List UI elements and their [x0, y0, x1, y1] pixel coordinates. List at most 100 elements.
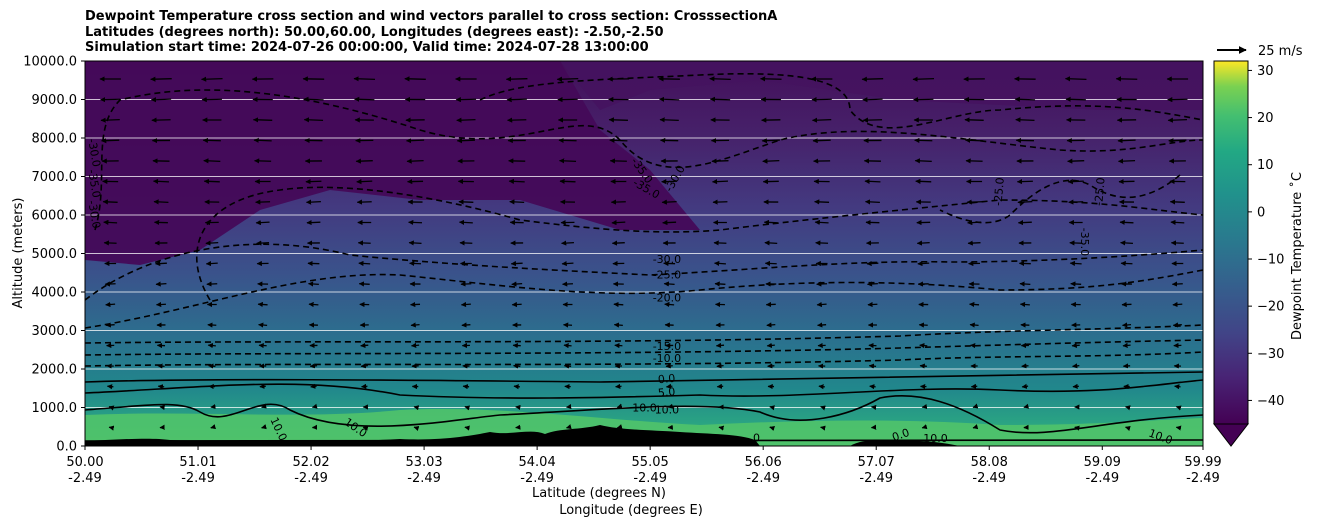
wind-vector	[1119, 219, 1134, 226]
wind-vector	[867, 301, 878, 308]
wind-vector	[616, 424, 623, 430]
wind-vector	[818, 384, 825, 390]
wind-vector	[458, 219, 473, 225]
wind-vector	[108, 405, 115, 411]
wind-vector	[207, 322, 217, 328]
wind-vector	[310, 383, 317, 389]
wind-vector	[201, 76, 223, 82]
wind-vector	[663, 281, 675, 287]
wind-vector	[563, 342, 572, 349]
wind-vector	[1071, 342, 1080, 349]
wind-vector	[609, 137, 628, 143]
contour-line	[85, 243, 1203, 301]
y-tick-label: 10000.0	[23, 55, 77, 70]
wind-vector	[456, 138, 475, 144]
wind-vectors	[99, 76, 1189, 431]
wind-vector	[709, 76, 731, 82]
wind-vector	[306, 219, 321, 226]
wind-vector	[261, 424, 267, 430]
wind-vector	[969, 322, 979, 328]
wind-vector	[558, 137, 577, 143]
wind-vector	[1120, 240, 1133, 246]
colorbar-tick-label: −30	[1257, 347, 1284, 362]
contour-label: -30.0	[653, 253, 681, 266]
wind-vector	[303, 96, 324, 102]
wind-vector	[658, 96, 680, 102]
wind-vector	[1115, 76, 1138, 82]
wind-vector	[816, 281, 828, 287]
wind-vector	[915, 178, 932, 184]
wind-vector	[156, 301, 166, 308]
wind-vector	[662, 219, 677, 226]
wind-vector	[558, 158, 577, 164]
wind-vector	[1067, 179, 1084, 185]
wind-vector	[918, 322, 928, 328]
wind-vector	[917, 260, 930, 267]
wind-vector	[1019, 281, 1031, 287]
wind-vector	[967, 240, 981, 246]
wind-vector	[761, 138, 780, 144]
wind-vector	[102, 199, 118, 205]
wind-vector	[1171, 281, 1183, 287]
x-tick-label: 59.09	[1084, 455, 1121, 470]
wind-vector	[563, 363, 572, 369]
wind-vector	[972, 424, 979, 430]
wind-vector	[305, 179, 322, 185]
y-tick-label: 0.0	[56, 440, 77, 455]
wind-vector	[155, 281, 167, 287]
wind-vector	[1175, 405, 1182, 411]
wind-vector	[358, 281, 370, 287]
wind-vector	[864, 199, 880, 205]
contour-label: -35.0	[1078, 228, 1091, 256]
x-tick-label: -2.49	[181, 471, 215, 486]
wind-vector	[1016, 179, 1033, 185]
y-axis-label: Altitude (meters)	[11, 198, 26, 309]
wind-vector	[413, 405, 420, 411]
wind-vector	[1167, 117, 1187, 123]
colorbar-tick-label: 30	[1257, 64, 1274, 79]
wind-vector	[814, 199, 830, 205]
wind-vector	[1169, 199, 1185, 205]
wind-vector	[866, 260, 879, 267]
wind-vector	[714, 281, 726, 287]
wind-vector	[820, 405, 826, 411]
wind-vector	[462, 384, 470, 390]
wind-vector	[256, 240, 270, 246]
contour-label: -25.0	[653, 269, 681, 282]
x-tick-label: 50.00	[66, 455, 103, 470]
wind-vector	[969, 301, 980, 308]
chart-title: Dewpoint Temperature cross section and w…	[85, 9, 777, 56]
x-axis-label: Longitude (degrees E)	[559, 503, 703, 518]
wind-vector	[358, 260, 371, 267]
wind-vector	[914, 158, 932, 164]
colorbar-tick-label: 10	[1257, 158, 1274, 173]
wind-vector	[559, 178, 576, 184]
wind-vector	[1019, 301, 1030, 308]
y-tick-label: 4000.0	[32, 286, 78, 301]
wind-vector	[106, 384, 114, 390]
wind-vector	[869, 384, 876, 390]
wind-vector	[868, 363, 877, 369]
wind-vector	[1069, 260, 1082, 267]
contour-line	[85, 324, 1203, 344]
wind-vector	[254, 158, 272, 164]
wind-vector	[353, 76, 376, 82]
x-tick-label: 53.03	[405, 455, 442, 470]
wind-vector	[456, 117, 476, 123]
wind-vector	[207, 342, 216, 349]
wind-vector	[152, 178, 169, 184]
wind-vector	[919, 363, 927, 369]
wind-vector	[764, 240, 778, 246]
wind-vector	[1125, 425, 1131, 431]
y-tick-label: 7000.0	[32, 170, 78, 185]
wind-vector	[1117, 138, 1136, 144]
wind-vector	[1017, 219, 1032, 226]
wind-vector	[150, 76, 172, 82]
wind-vector	[714, 260, 726, 267]
wind-vector	[307, 281, 319, 287]
wind-vector	[609, 158, 627, 164]
x-tick-label: 56.06	[745, 455, 782, 470]
x-tick-label: -2.49	[1186, 471, 1220, 486]
wind-vector	[665, 363, 673, 369]
wind-vector	[659, 117, 679, 123]
